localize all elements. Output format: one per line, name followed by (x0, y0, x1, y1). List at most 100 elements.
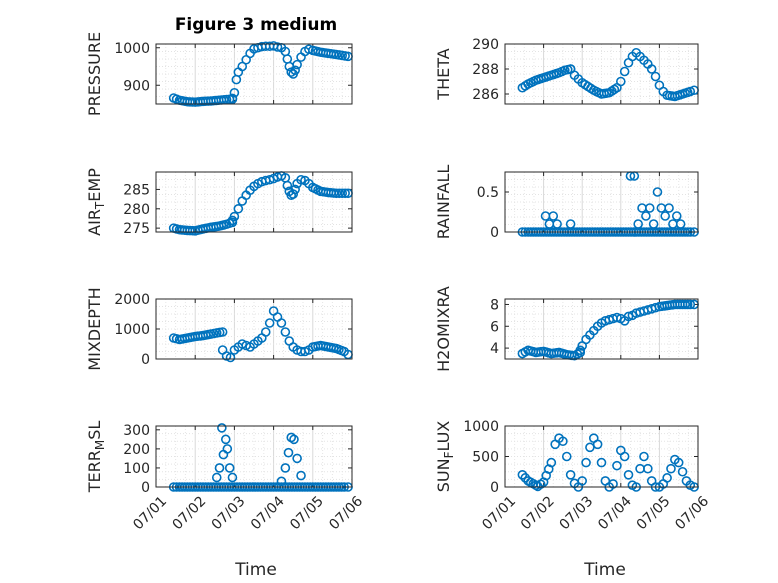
y-tick-label: 280 (123, 202, 150, 218)
x-tick-label: 07/05 (287, 493, 327, 533)
data-point (546, 457, 557, 468)
y-tick-label: 1000 (114, 322, 150, 338)
data-point (671, 211, 682, 221)
axes-frame (155, 171, 353, 233)
data-point (304, 44, 314, 55)
y-axis-label: SUNFLUX (434, 421, 456, 493)
data-point (675, 219, 686, 229)
data-point (619, 451, 630, 462)
data-point (517, 469, 528, 480)
data-point (220, 434, 231, 445)
grid-lines (504, 426, 699, 487)
x-tick-label: 07/06 (326, 493, 366, 533)
y-tick-label: 200 (123, 442, 150, 458)
data-point (296, 470, 306, 481)
data-point (648, 219, 659, 229)
data-point (662, 473, 672, 483)
data-point (615, 76, 626, 87)
subplot-6: 4 6 8 H2OMIXRA (434, 286, 699, 372)
y-tick-label: 300 (123, 423, 150, 439)
x-tick-label: 07/02 (518, 493, 558, 533)
data-point (331, 188, 342, 199)
data-point (596, 457, 607, 468)
data-point (282, 180, 293, 191)
x-tick-label: 07/05 (634, 493, 674, 533)
x-tick-label: 07/02 (169, 493, 209, 533)
axes-frame (155, 43, 353, 105)
data-point (552, 219, 562, 229)
y-tick-label: 2000 (114, 292, 150, 308)
data-point (288, 189, 299, 199)
y-tick-label: 900 (123, 78, 150, 94)
data-point (292, 59, 302, 70)
y-tick-label: 100 (123, 461, 150, 477)
axes-frame (504, 43, 699, 105)
axes-frame (504, 425, 699, 488)
subplot-5: 0 1000 2000 MIXDEPTH (85, 287, 353, 371)
y-tick-label: 500 (472, 450, 499, 466)
data-point (644, 203, 655, 213)
data-point (608, 479, 618, 489)
data-point (233, 203, 244, 214)
subplot-4: 0 0.5 RAINFALL (434, 165, 699, 241)
data-point (224, 463, 235, 473)
data-point (292, 453, 302, 464)
y-axis-label: PRESSURE (85, 32, 104, 116)
y-tick-label: 4 (490, 341, 499, 357)
data-point (619, 66, 630, 77)
data-point (666, 463, 676, 474)
x-tick-label: 07/01 (479, 493, 519, 533)
y-tick-label: 1000 (463, 419, 499, 435)
data-point (276, 318, 287, 328)
x-tick-label: 07/03 (209, 493, 249, 533)
y-tick-label: 286 (472, 87, 499, 103)
data-point (558, 436, 568, 447)
x-axis-label-right: Time (583, 560, 626, 580)
axes-frame (155, 298, 353, 360)
data-point (581, 457, 591, 468)
data-point (217, 423, 227, 433)
data-markers (517, 47, 699, 102)
y-tick-label: 275 (123, 221, 150, 237)
grid-lines (155, 426, 353, 487)
y-tick-label: 0 (141, 352, 150, 368)
y-tick-label: 290 (472, 37, 499, 53)
data-point (639, 451, 649, 462)
axes-frame (504, 171, 699, 233)
data-point (290, 65, 300, 76)
subplot-3: 275 280 285 AIRTEMP (85, 168, 353, 237)
data-point (260, 327, 271, 337)
data-point (561, 451, 572, 462)
data-point (592, 439, 603, 450)
data-point (652, 187, 663, 197)
data-markers (168, 306, 353, 363)
data-point (565, 469, 576, 480)
y-tick-label: 0 (141, 480, 150, 496)
data-point (264, 318, 275, 328)
figure-title: Figure 3 medium (175, 15, 337, 35)
x-axis-label-left: Time (234, 560, 277, 580)
data-point (612, 312, 622, 323)
y-tick-label: 1000 (114, 41, 150, 57)
data-point (565, 219, 576, 229)
data-point (272, 42, 283, 52)
data-point (280, 463, 291, 473)
y-axis-label: TERRMSL (85, 421, 107, 494)
data-point (577, 476, 588, 486)
data-point (643, 463, 653, 474)
y-axis-label: RAINFALL (434, 165, 453, 240)
data-point (641, 211, 651, 221)
data-point (227, 93, 238, 104)
x-tick-label: 07/01 (130, 493, 170, 533)
data-point (227, 472, 238, 483)
y-axis-label: H2OMIXRA (434, 286, 453, 372)
data-markers (517, 433, 699, 492)
y-tick-label: 288 (472, 62, 499, 78)
y-axis-label: THETA (434, 48, 453, 100)
data-point (290, 184, 300, 195)
data-point (337, 188, 348, 199)
data-point (334, 188, 345, 199)
data-markers (168, 171, 353, 236)
y-axis-label: MIXDEPTH (85, 287, 104, 370)
